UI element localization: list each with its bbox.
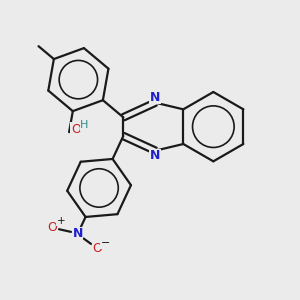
Text: O: O xyxy=(71,123,81,136)
Text: N: N xyxy=(73,227,83,240)
Text: N: N xyxy=(150,149,160,163)
Text: +: + xyxy=(57,215,65,226)
Text: O: O xyxy=(47,221,57,234)
Text: O: O xyxy=(93,242,103,255)
Text: −: − xyxy=(101,238,110,248)
Text: N: N xyxy=(150,91,160,104)
Text: H: H xyxy=(80,121,88,130)
